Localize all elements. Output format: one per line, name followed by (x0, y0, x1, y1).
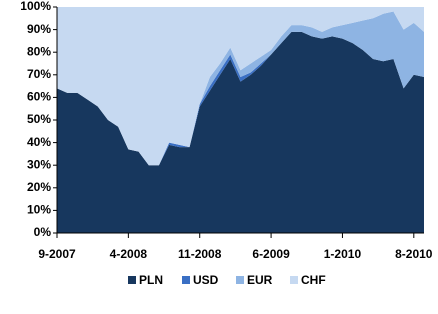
y-tick-label: 20% (27, 180, 51, 194)
area (57, 31, 424, 233)
y-tick-label: 100% (20, 0, 51, 13)
legend-swatch (128, 276, 136, 284)
legend-label: USD (193, 273, 219, 287)
x-tick-label: 1-2010 (324, 247, 362, 261)
legend-label: CHF (301, 273, 326, 287)
x-tick-label: 6-2009 (252, 247, 290, 261)
y-tick-label: 70% (27, 67, 51, 81)
legend-label: PLN (139, 273, 163, 287)
legend-swatch (182, 276, 190, 284)
x-tick-label: 4-2008 (110, 247, 148, 261)
y-tick-label: 0% (34, 225, 52, 239)
y-tick-label: 90% (27, 22, 51, 36)
legend-swatch (290, 276, 298, 284)
area (57, 7, 424, 166)
y-tick-label: 50% (27, 112, 51, 126)
y-tick-label: 80% (27, 44, 51, 58)
x-tick-label: 8-2010 (395, 247, 433, 261)
legend-swatch (236, 276, 244, 284)
y-tick-label: 30% (27, 157, 51, 171)
y-tick-label: 40% (27, 135, 51, 149)
y-tick-label: 10% (27, 203, 51, 217)
legend-label: EUR (247, 273, 273, 287)
area (57, 11, 424, 166)
x-tick-label: 9-2007 (38, 247, 76, 261)
x-tick-label: 11-2008 (178, 247, 222, 261)
y-tick-label: 60% (27, 90, 51, 104)
